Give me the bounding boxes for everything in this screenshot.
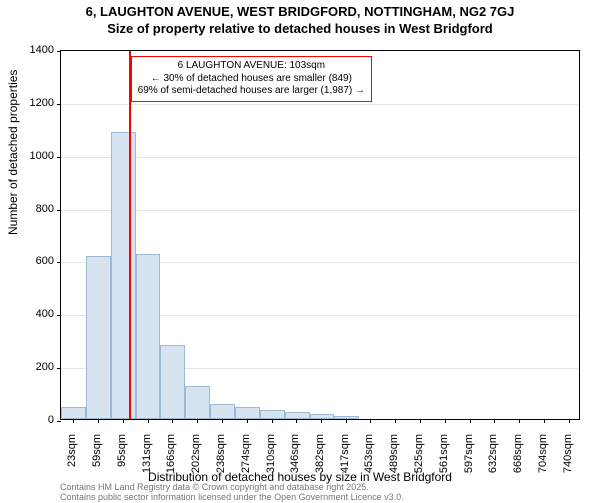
histogram-bar xyxy=(86,256,111,419)
x-tick-mark xyxy=(470,419,471,423)
x-tick-mark xyxy=(544,419,545,423)
histogram-bar xyxy=(260,410,285,419)
grid-line xyxy=(61,157,579,158)
x-tick-mark xyxy=(272,419,273,423)
y-tick-mark xyxy=(57,210,61,211)
annotation-line: 69% of semi-detached houses are larger (… xyxy=(138,85,365,98)
reference-line xyxy=(129,51,131,419)
y-tick-label: 1200 xyxy=(14,97,54,109)
histogram-bar xyxy=(210,404,235,419)
chart-area: 6 LAUGHTON AVENUE: 103sqm ← 30% of detac… xyxy=(60,50,580,420)
x-tick-mark xyxy=(370,419,371,423)
x-tick-mark xyxy=(321,419,322,423)
title-line-2: Size of property relative to detached ho… xyxy=(0,21,600,36)
x-tick-mark xyxy=(346,419,347,423)
x-tick-mark xyxy=(123,419,124,423)
x-tick-mark xyxy=(445,419,446,423)
annotation-line: 6 LAUGHTON AVENUE: 103sqm xyxy=(138,60,365,73)
y-tick-mark xyxy=(57,315,61,316)
y-tick-label: 1000 xyxy=(14,150,54,162)
annotation-line: ← 30% of detached houses are smaller (84… xyxy=(138,73,365,86)
histogram-bar xyxy=(61,407,86,419)
y-tick-mark xyxy=(57,51,61,52)
histogram-bar xyxy=(185,386,210,419)
x-tick-mark xyxy=(569,419,570,423)
y-tick-label: 200 xyxy=(14,361,54,373)
x-tick-mark xyxy=(395,419,396,423)
y-tick-label: 1400 xyxy=(14,44,54,56)
y-tick-mark xyxy=(57,421,61,422)
y-tick-label: 400 xyxy=(14,308,54,320)
x-tick-mark xyxy=(420,419,421,423)
y-tick-label: 800 xyxy=(14,203,54,215)
histogram-bar xyxy=(111,132,136,419)
plot-box: 6 LAUGHTON AVENUE: 103sqm ← 30% of detac… xyxy=(60,50,580,420)
title-line-1: 6, LAUGHTON AVENUE, WEST BRIDGFORD, NOTT… xyxy=(0,4,600,19)
y-tick-label: 0 xyxy=(14,414,54,426)
y-tick-mark xyxy=(57,157,61,158)
x-tick-mark xyxy=(247,419,248,423)
histogram-bar xyxy=(160,345,185,419)
x-axis-label: Distribution of detached houses by size … xyxy=(0,470,600,484)
annotation-box: 6 LAUGHTON AVENUE: 103sqm ← 30% of detac… xyxy=(131,56,372,102)
grid-line xyxy=(61,210,579,211)
x-tick-mark xyxy=(296,419,297,423)
histogram-bar xyxy=(285,412,310,419)
y-tick-mark xyxy=(57,368,61,369)
grid-line xyxy=(61,104,579,105)
x-tick-mark xyxy=(98,419,99,423)
footer-line: Contains HM Land Registry data © Crown c… xyxy=(60,483,580,493)
y-tick-mark xyxy=(57,104,61,105)
x-tick-mark xyxy=(73,419,74,423)
x-tick-mark xyxy=(494,419,495,423)
x-tick-mark xyxy=(172,419,173,423)
x-tick-mark xyxy=(222,419,223,423)
footer-line: Contains public sector information licen… xyxy=(60,493,580,503)
y-tick-label: 600 xyxy=(14,255,54,267)
histogram-bar xyxy=(334,416,359,419)
histogram-bar xyxy=(235,407,260,419)
histogram-bar xyxy=(136,254,161,419)
x-tick-mark xyxy=(197,419,198,423)
x-tick-mark xyxy=(519,419,520,423)
y-tick-mark xyxy=(57,262,61,263)
x-tick-mark xyxy=(148,419,149,423)
